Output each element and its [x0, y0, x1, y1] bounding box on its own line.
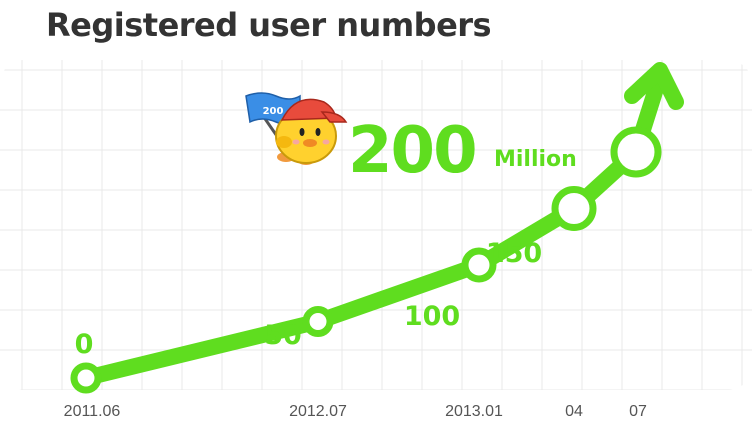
- data-point-marker: [610, 126, 662, 178]
- headline-value: 200: [348, 114, 476, 188]
- flag-badge-text: 200: [263, 106, 284, 117]
- x-tick-label: 2011.06: [64, 403, 121, 420]
- data-label: 0: [75, 329, 94, 360]
- data-point-marker: [70, 362, 102, 394]
- data-point-marker: [302, 306, 334, 337]
- headline-unit: Million: [494, 147, 577, 172]
- data-label: 50: [264, 320, 302, 351]
- data-point-marker: [551, 186, 597, 231]
- chick-mascot-icon: 200: [245, 92, 348, 165]
- x-tick-label: 2013.01: [445, 403, 503, 420]
- x-tick-label: 04: [565, 403, 583, 420]
- grid: [0, 60, 752, 390]
- data-point-marker: [461, 247, 497, 283]
- x-axis-ticks: 2011.06 2012.07 2013.01 04 07: [64, 403, 647, 420]
- growth-arrow-head-icon: [624, 62, 684, 110]
- x-tick-label: 07: [629, 403, 647, 420]
- x-tick-label: 2012.07: [289, 403, 347, 420]
- markers: [70, 126, 662, 394]
- data-label: 150: [486, 238, 542, 269]
- data-label: 100: [404, 301, 460, 332]
- data-labels: 0 50 100 150: [75, 238, 543, 360]
- chart-title: Registered user numbers: [46, 6, 492, 44]
